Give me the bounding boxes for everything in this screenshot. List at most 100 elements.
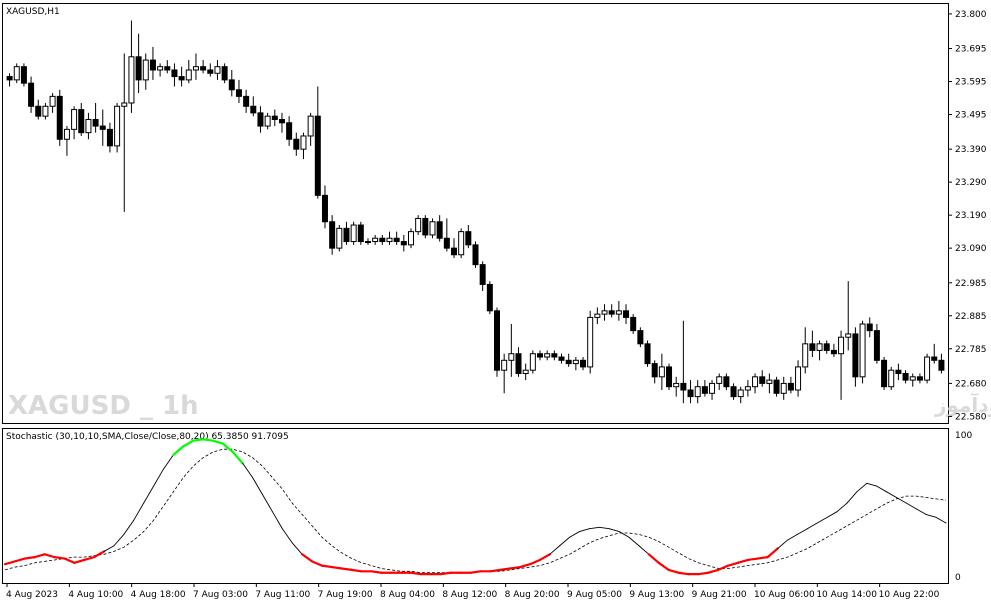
main-line-segment bbox=[935, 516, 947, 524]
candle bbox=[379, 234, 386, 245]
candle bbox=[895, 363, 902, 381]
candle bbox=[465, 225, 472, 249]
candle bbox=[931, 343, 938, 364]
price-tick-label: 23.800 bbox=[955, 10, 987, 20]
candle bbox=[99, 109, 106, 146]
main-line-segment bbox=[370, 570, 383, 574]
candle bbox=[85, 112, 92, 140]
indicator-tick-label: 100 bbox=[955, 431, 972, 441]
main-line-segment bbox=[876, 485, 888, 493]
candle bbox=[744, 380, 751, 397]
main-line-segment bbox=[103, 545, 115, 552]
indicator-panel-frame bbox=[2, 428, 949, 584]
main-line-segment bbox=[489, 568, 502, 573]
main-line-segment bbox=[518, 563, 532, 569]
candle bbox=[243, 89, 250, 113]
candle bbox=[386, 231, 393, 245]
main-line-segment bbox=[410, 571, 423, 576]
candle bbox=[135, 33, 142, 94]
main-line-segment bbox=[133, 502, 145, 521]
candle bbox=[35, 99, 42, 120]
main-line-segment bbox=[83, 556, 96, 562]
candle bbox=[307, 112, 314, 146]
time-tick-label: 7 Aug 03:00 bbox=[193, 590, 248, 600]
main-line-segment bbox=[628, 536, 640, 547]
main-line-segment bbox=[826, 511, 838, 518]
main-line-segment bbox=[766, 547, 779, 559]
candle bbox=[623, 304, 630, 325]
candle bbox=[687, 380, 694, 404]
candle bbox=[343, 221, 350, 245]
candle bbox=[909, 373, 916, 387]
price-tick-label: 22.885 bbox=[955, 312, 987, 322]
candle bbox=[228, 69, 235, 97]
candle bbox=[235, 79, 242, 103]
main-line-segment bbox=[608, 528, 620, 533]
main-line-segment bbox=[43, 553, 56, 559]
main-line-segment bbox=[579, 528, 590, 533]
main-line-segment bbox=[538, 553, 551, 562]
candle bbox=[92, 102, 99, 133]
main-line-segment bbox=[697, 571, 710, 576]
candle bbox=[888, 366, 895, 391]
candle bbox=[415, 215, 422, 235]
price-tick-label: 23.190 bbox=[955, 211, 987, 221]
main-line-segment bbox=[469, 570, 482, 574]
candle bbox=[694, 380, 701, 404]
main-line-segment bbox=[153, 468, 164, 487]
candle bbox=[924, 353, 931, 384]
candle bbox=[207, 63, 214, 77]
candle bbox=[314, 86, 321, 199]
candle bbox=[407, 228, 414, 249]
candle bbox=[522, 363, 529, 381]
main-line-segment bbox=[301, 553, 314, 563]
candle bbox=[558, 353, 565, 364]
candle bbox=[859, 320, 866, 384]
time-tick-label: 10 Aug 06:00 bbox=[754, 590, 815, 600]
main-line-segment bbox=[806, 522, 818, 530]
candle bbox=[321, 185, 328, 229]
candle bbox=[178, 66, 185, 87]
time-tick-label: 10 Aug 14:00 bbox=[816, 590, 877, 600]
candle bbox=[142, 53, 149, 90]
main-line-segment bbox=[340, 567, 353, 572]
candle bbox=[28, 76, 35, 113]
main-line-segment bbox=[262, 494, 273, 513]
candle bbox=[723, 373, 730, 391]
candle bbox=[644, 340, 651, 367]
candle bbox=[716, 373, 723, 391]
candle bbox=[171, 63, 178, 87]
candle bbox=[752, 373, 759, 394]
candle bbox=[680, 320, 687, 404]
candle bbox=[157, 63, 164, 77]
candle bbox=[615, 300, 622, 321]
main-line-segment bbox=[915, 508, 927, 515]
main-line-segment bbox=[618, 531, 630, 538]
main-line-segment bbox=[33, 553, 46, 559]
main-line-segment bbox=[350, 568, 363, 573]
candle bbox=[56, 89, 63, 146]
main-line-segment bbox=[846, 491, 858, 504]
candlestick-series bbox=[6, 20, 945, 404]
candle bbox=[816, 340, 823, 361]
candle bbox=[300, 132, 307, 160]
candle bbox=[271, 109, 278, 127]
price-tick-label: 23.695 bbox=[955, 45, 987, 55]
candle bbox=[128, 20, 135, 113]
main-line-segment bbox=[866, 482, 878, 487]
main-line-segment bbox=[123, 519, 135, 535]
time-tick-label: 7 Aug 11:00 bbox=[255, 590, 310, 600]
candle bbox=[264, 112, 271, 130]
candle bbox=[838, 330, 845, 400]
main-line-segment bbox=[569, 531, 580, 538]
candle bbox=[580, 357, 587, 371]
main-line-segment bbox=[330, 565, 343, 570]
time-tick-label: 8 Aug 04:00 bbox=[380, 590, 435, 600]
candle bbox=[637, 327, 644, 348]
candle bbox=[6, 73, 13, 87]
main-line-segment bbox=[231, 450, 244, 465]
candle bbox=[902, 370, 909, 384]
candle bbox=[350, 221, 357, 245]
candle bbox=[364, 238, 371, 245]
